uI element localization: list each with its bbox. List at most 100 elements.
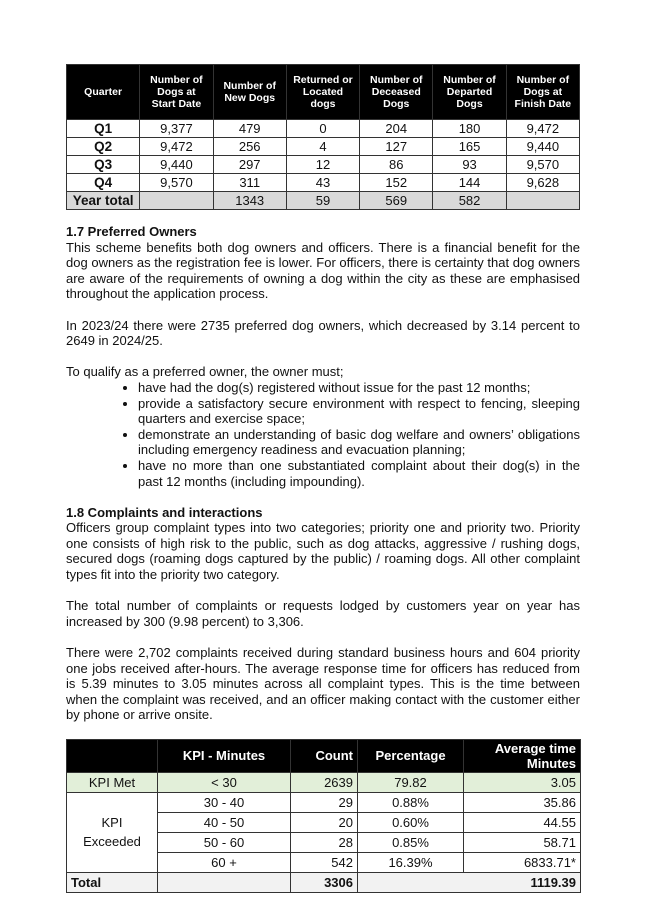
header-cell: KPI - Minutes (157, 738, 291, 773)
paragraph: To qualify as a preferred owner, the own… (66, 364, 344, 380)
table-cell: 9,377 (139, 119, 214, 138)
section-preferred-owners: 1.7 Preferred Owners This scheme benefit… (66, 224, 580, 723)
table-cell: 297 (212, 155, 287, 174)
table-cell: 311 (212, 173, 287, 192)
list-item: provide a satisfactory secure environmen… (138, 396, 580, 427)
table-cell: 4 (285, 137, 361, 156)
table-cell: 20 (290, 811, 358, 833)
table-cell: 2639 (290, 771, 358, 793)
paragraph: This scheme benefits both dog owners and… (66, 239, 580, 302)
header-cell: Count (290, 738, 358, 773)
table-cell: 93 (432, 155, 507, 174)
table-cell: 50 - 60 (157, 831, 291, 853)
table-row: Q2 9,472 256 4 127 165 9,440 (65, 137, 581, 156)
paragraph: There were 2,702 complaints received dur… (66, 645, 580, 723)
table-cell: Q2 (65, 137, 141, 156)
table-cell: 60 + (157, 851, 291, 873)
table-cell: 127 (359, 137, 434, 156)
table-cell: 542 (290, 851, 358, 873)
table-row: Q1 9,377 479 0 204 180 9,472 (65, 119, 581, 138)
table-cell: 9,472 (505, 119, 581, 138)
list-item: have no more than one substantiated comp… (138, 458, 580, 489)
table-row: Q4 9,570 311 43 152 144 9,628 (65, 173, 581, 192)
list-item: demonstrate an understanding of basic do… (138, 427, 580, 458)
table-cell: 12 (285, 155, 361, 174)
table-cell: 35.86 (463, 791, 581, 813)
table-cell: 3.05 (463, 771, 581, 793)
header-cell: Number of Dogs at Start Date (139, 64, 214, 120)
table-cell: 40 - 50 (157, 811, 291, 833)
table-cell: 9,628 (505, 173, 581, 192)
table-header-row: KPI - Minutes Count Percentage Average t… (66, 738, 581, 773)
kpi-table: KPI - Minutes Count Percentage Average t… (66, 738, 581, 893)
table-cell: 28 (290, 831, 358, 853)
table-cell: 44.55 (463, 811, 581, 833)
total-row: Total 3306 1119.39 (66, 871, 581, 893)
table-cell: 582 (432, 191, 507, 210)
table-cell: 59 (285, 191, 361, 210)
table-cell: Total (66, 871, 158, 893)
table-cell: 9,440 (139, 155, 214, 174)
table-cell: 6833.71* (463, 851, 581, 873)
table-cell: KPI Met (66, 771, 158, 793)
table-header-row: Quarter Number of Dogs at Start Date Num… (65, 64, 581, 120)
table-cell: 0.85% (357, 831, 464, 853)
table-cell: 152 (359, 173, 434, 192)
table-cell: 165 (432, 137, 507, 156)
header-cell (66, 738, 158, 773)
table-cell: 43 (285, 173, 361, 192)
table-cell: 29 (290, 791, 358, 813)
header-cell: Number of New Dogs (212, 64, 287, 120)
table-cell: 0.60% (357, 811, 464, 833)
header-cell: Number of Dogs at Finish Date (505, 64, 581, 120)
table-cell: 9,440 (505, 137, 581, 156)
table-cell: 9,570 (139, 173, 214, 192)
table-cell (139, 191, 214, 210)
table-cell: 0.88% (357, 791, 464, 813)
table-cell: 256 (212, 137, 287, 156)
table-cell: 86 (359, 155, 434, 174)
table-cell: KPI Exceeded (66, 791, 158, 873)
table-cell: 9,472 (139, 137, 214, 156)
table-cell: 479 (212, 119, 287, 138)
table-cell (505, 191, 581, 210)
year-total-row: Year total 1343 59 569 582 (65, 191, 581, 210)
table-cell: Year total (65, 191, 141, 210)
table-cell: 79.82 (357, 771, 464, 793)
table-cell: 16.39% (357, 851, 464, 873)
table-cell: Q1 (65, 119, 141, 138)
table-cell: 180 (432, 119, 507, 138)
dog-numbers-table: Quarter Number of Dogs at Start Date Num… (65, 64, 581, 210)
table-row: Q3 9,440 297 12 86 93 9,570 (65, 155, 581, 174)
section-heading: 1.7 Preferred Owners (66, 224, 197, 239)
paragraph: The total number of complaints or reques… (66, 598, 580, 629)
kpi-met-row: KPI Met < 30 2639 79.82 3.05 (66, 771, 581, 793)
bullet-list: have had the dog(s) registered without i… (66, 380, 580, 489)
table-row: 60 + 542 16.39% 6833.71* (67, 851, 581, 873)
table-cell: < 30 (157, 771, 291, 793)
table-cell: 9,570 (505, 155, 581, 174)
table-cell: Q3 (65, 155, 141, 174)
table-cell: Q4 (65, 173, 141, 192)
table-cell: 144 (432, 173, 507, 192)
list-item: have had the dog(s) registered without i… (138, 380, 580, 396)
table-cell: 204 (359, 119, 434, 138)
table-cell: 0 (285, 119, 361, 138)
table-cell: 1119.39 (357, 871, 581, 893)
section-heading: 1.8 Complaints and interactions (66, 504, 263, 520)
paragraph: Officers group complaint types into two … (66, 520, 580, 583)
table-cell: 569 (359, 191, 434, 210)
header-cell: Average time Minutes (463, 738, 581, 773)
header-cell: Returned or Located dogs (285, 64, 361, 120)
table-cell: 1343 (212, 191, 287, 210)
header-cell: Number of Deceased Dogs (359, 64, 434, 120)
header-cell: Number of Departed Dogs (432, 64, 507, 120)
table-cell: 30 - 40 (157, 791, 291, 813)
header-cell: Percentage (357, 738, 464, 773)
table-cell (157, 871, 291, 893)
table-row: KPI Exceeded 30 - 40 29 0.88% 35.86 (66, 791, 581, 873)
paragraph: In 2023/24 there were 2735 preferred dog… (66, 317, 580, 349)
table-cell: 3306 (290, 871, 358, 893)
header-cell: Quarter (65, 64, 141, 120)
table-cell: 58.71 (463, 831, 581, 853)
